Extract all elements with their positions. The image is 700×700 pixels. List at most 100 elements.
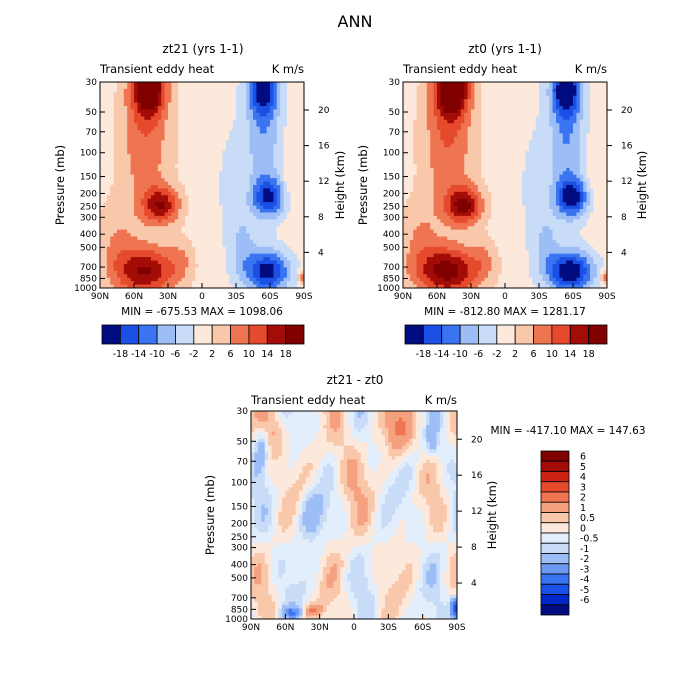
contour-cell xyxy=(246,205,251,210)
contour-cell xyxy=(140,195,145,200)
contour-cell xyxy=(140,123,145,128)
contour-cell xyxy=(437,119,441,124)
contour-cell xyxy=(161,109,166,114)
contour-cell xyxy=(106,143,111,148)
contour-cell xyxy=(256,157,261,162)
contour-cell xyxy=(450,133,455,138)
contour-cell xyxy=(154,178,159,183)
contour-cell xyxy=(100,123,104,128)
contour-cell xyxy=(188,236,193,241)
contour-cell xyxy=(185,164,189,169)
contour-cell xyxy=(293,112,298,117)
contour-cell xyxy=(239,82,244,87)
contour-cell xyxy=(440,85,445,90)
contour-cell xyxy=(559,119,564,124)
contour-cell xyxy=(283,154,288,159)
contour-cell xyxy=(219,188,223,193)
contour-cell xyxy=(188,281,193,286)
contour-cell xyxy=(263,99,268,104)
contour-cell xyxy=(273,181,278,186)
contour-cell xyxy=(161,274,166,279)
contour-cell xyxy=(100,185,104,190)
contour-cell xyxy=(154,243,159,248)
contour-cell xyxy=(253,212,257,217)
contour-cell xyxy=(117,263,121,268)
contour-cell xyxy=(283,267,288,272)
contour-cell xyxy=(202,154,206,159)
contour-cell xyxy=(273,109,278,114)
contour-cell xyxy=(178,133,183,138)
contour-cell xyxy=(297,88,302,93)
contour-cell xyxy=(249,171,254,176)
contour-cell xyxy=(576,136,581,141)
contour-cell xyxy=(433,82,438,87)
contour-cell xyxy=(566,88,571,93)
contour-cell xyxy=(273,106,278,111)
contour-cell xyxy=(205,85,210,90)
contour-cell xyxy=(191,164,196,169)
contour-cell xyxy=(249,222,254,227)
contour-cell xyxy=(280,112,285,117)
contour-cell xyxy=(178,263,183,268)
contour-cell xyxy=(100,274,104,279)
contour-cell xyxy=(430,143,435,148)
contour-cell xyxy=(174,140,179,145)
contour-cell xyxy=(556,112,560,117)
contour-cell xyxy=(171,257,176,262)
contour-cell xyxy=(178,112,183,117)
contour-cell xyxy=(106,277,111,282)
contour-cell xyxy=(287,95,291,100)
contour-cell xyxy=(174,263,179,268)
contour-cell xyxy=(420,109,424,114)
contour-cell xyxy=(253,188,257,193)
contour-cell xyxy=(539,123,543,128)
contour-cell xyxy=(178,154,183,159)
contour-cell xyxy=(239,212,244,217)
contour-cell xyxy=(293,195,298,200)
contour-cell xyxy=(181,236,186,241)
contour-cell xyxy=(283,198,288,203)
contour-cell xyxy=(283,167,288,172)
contour-cell xyxy=(140,167,145,172)
contour-cell xyxy=(174,246,179,251)
contour-cell xyxy=(185,95,189,100)
contour-cell xyxy=(154,85,159,90)
contour-cell xyxy=(212,246,217,251)
contour-cell xyxy=(283,171,288,176)
contour-cell xyxy=(130,226,135,231)
contour-cell xyxy=(198,205,203,210)
contour-cell xyxy=(273,243,278,248)
contour-cell xyxy=(603,136,607,141)
contour-cell xyxy=(542,130,547,135)
contour-cell xyxy=(569,130,574,135)
contour-cell xyxy=(117,198,121,203)
contour-cell xyxy=(249,181,254,186)
contour-cell xyxy=(171,202,176,207)
contour-cell xyxy=(403,88,407,93)
contour-cell xyxy=(171,174,176,179)
contour-cell xyxy=(300,157,304,162)
contour-cell xyxy=(290,239,295,244)
contour-cell xyxy=(259,236,264,241)
contour-cell xyxy=(287,126,291,131)
contour-cell xyxy=(256,85,261,90)
contour-cell xyxy=(583,116,588,121)
contour-cell xyxy=(212,112,217,117)
contour-cell xyxy=(249,116,254,121)
contour-cell xyxy=(225,160,230,165)
contour-cell xyxy=(515,92,520,97)
contour-cell xyxy=(188,188,193,193)
contour-cell xyxy=(549,106,554,111)
contour-cell xyxy=(157,136,162,141)
contour-cell xyxy=(246,209,251,214)
contour-cell xyxy=(443,99,448,104)
contour-cell xyxy=(117,274,121,279)
contour-cell xyxy=(556,143,560,148)
contour-cell xyxy=(266,202,271,207)
contour-cell xyxy=(256,140,261,145)
contour-cell xyxy=(232,250,237,255)
contour-cell xyxy=(103,116,108,121)
contour-cell xyxy=(120,150,125,155)
contour-cell xyxy=(110,239,115,244)
contour-cell xyxy=(481,143,486,148)
